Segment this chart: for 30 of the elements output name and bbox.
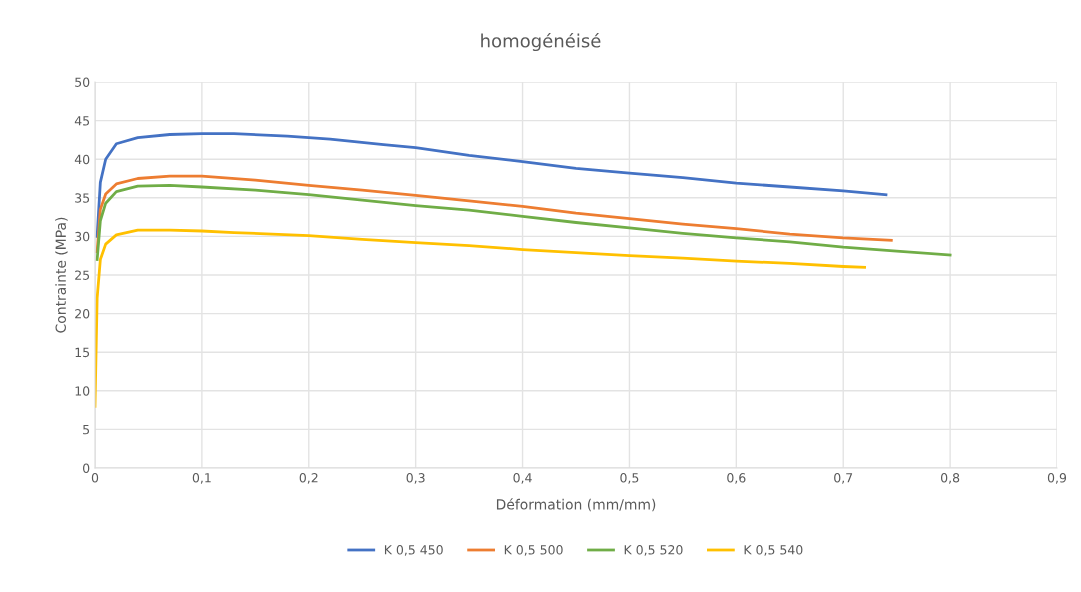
y-tick-label: 15 bbox=[75, 347, 90, 358]
y-tick-label: 25 bbox=[75, 270, 90, 280]
legend-label: K 0,5 540 bbox=[744, 545, 803, 556]
x-tick-label: 0,1 bbox=[192, 473, 211, 484]
y-tick-label: 45 bbox=[74, 116, 90, 126]
x-tick-label: 0,7 bbox=[834, 473, 853, 484]
legend-label: K 0,5 520 bbox=[624, 545, 683, 556]
chart-title: homogénéisé bbox=[481, 32, 601, 52]
y-axis-title: Contrainte (MPa) bbox=[55, 217, 68, 333]
x-tick-label: 0,6 bbox=[727, 473, 746, 484]
x-tick-label: 0,2 bbox=[299, 473, 318, 484]
line-series bbox=[95, 132, 888, 238]
y-tick-label: 50 bbox=[75, 77, 90, 87]
x-axis-title: Déformation (mm/mm) bbox=[496, 498, 656, 512]
x-tick-label: 0,9 bbox=[1047, 473, 1067, 484]
x-tick-label: 0,8 bbox=[941, 473, 960, 484]
legend-label: K 0,5 500 bbox=[504, 545, 563, 556]
y-tick-label: 0 bbox=[83, 463, 90, 473]
y-tick-label: 20 bbox=[75, 309, 90, 319]
x-tick-label: 0,4 bbox=[513, 473, 532, 484]
x-tick-label: 0,5 bbox=[620, 473, 639, 484]
y-tick-label: 35 bbox=[75, 193, 90, 203]
y-tick-label: 5 bbox=[83, 425, 90, 435]
line-series bbox=[95, 184, 952, 261]
x-tick-label: 0 bbox=[91, 473, 99, 483]
y-tick-label: 40 bbox=[74, 154, 90, 165]
y-tick-label: 10 bbox=[75, 386, 90, 396]
y-tick-label: 30 bbox=[75, 231, 90, 242]
x-tick-label: 0,3 bbox=[406, 473, 425, 484]
legend-label: K 0,5 450 bbox=[384, 545, 443, 556]
